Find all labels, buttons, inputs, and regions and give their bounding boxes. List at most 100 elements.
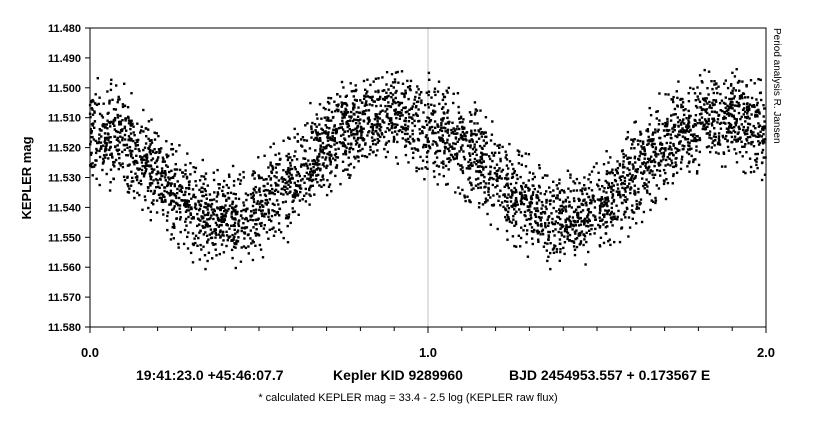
data-point [227, 235, 231, 239]
data-point [754, 152, 757, 156]
data-point [597, 178, 601, 182]
data-point [616, 183, 619, 186]
data-point [590, 201, 593, 205]
data-point [231, 233, 234, 237]
data-point [197, 199, 200, 203]
data-point [191, 188, 195, 191]
data-point [687, 100, 691, 103]
data-point [337, 103, 340, 106]
data-point [549, 242, 552, 245]
data-point [440, 118, 443, 121]
data-point [372, 142, 375, 146]
data-point [493, 172, 497, 175]
data-point [536, 209, 540, 213]
data-point [366, 122, 370, 125]
data-point [252, 241, 255, 244]
data-point [383, 121, 386, 124]
data-point [608, 185, 612, 189]
data-point [629, 186, 632, 189]
data-point [473, 122, 476, 125]
data-point [350, 131, 353, 134]
data-point [678, 130, 681, 133]
data-point [488, 157, 492, 161]
data-point [263, 185, 266, 188]
data-point [164, 179, 167, 182]
data-point [503, 195, 507, 198]
data-point [475, 153, 478, 157]
data-point [698, 150, 701, 154]
data-point [151, 157, 155, 160]
data-point [357, 156, 360, 159]
data-point [180, 190, 183, 193]
data-point [149, 182, 152, 185]
data-point [208, 193, 212, 196]
data-point [309, 173, 313, 176]
data-point [262, 227, 266, 230]
data-point [615, 217, 618, 221]
data-point [137, 181, 141, 185]
data-point [507, 186, 510, 190]
data-point [718, 102, 722, 105]
data-point [309, 101, 312, 105]
data-point [216, 191, 219, 194]
data-point [403, 119, 406, 122]
data-point [337, 147, 340, 150]
data-point [361, 130, 364, 134]
data-point [289, 221, 292, 225]
data-point [471, 147, 475, 151]
data-point [682, 118, 685, 121]
data-point [267, 218, 271, 221]
data-point [725, 109, 728, 112]
data-point [550, 221, 554, 224]
data-point [750, 113, 753, 116]
data-point [121, 103, 125, 106]
data-point [552, 189, 555, 192]
data-point [322, 178, 325, 181]
data-point [706, 111, 709, 115]
data-point [482, 132, 485, 135]
data-point [184, 169, 187, 172]
data-point [350, 143, 353, 146]
data-point [251, 195, 255, 199]
data-point [384, 96, 387, 99]
data-point [733, 104, 737, 107]
data-point [212, 213, 215, 216]
data-point [461, 125, 464, 129]
data-point [704, 110, 707, 113]
data-point [576, 219, 579, 223]
data-point [300, 138, 303, 141]
data-point [426, 151, 429, 154]
data-point [680, 161, 683, 164]
data-point [132, 160, 135, 164]
data-point [488, 178, 491, 181]
data-point [696, 135, 699, 138]
data-point [446, 157, 449, 160]
data-point [604, 221, 607, 224]
data-point [755, 157, 759, 160]
data-point [368, 103, 371, 106]
data-point [205, 221, 208, 225]
data-point [364, 143, 367, 146]
data-point [676, 96, 679, 100]
data-point [202, 233, 205, 236]
data-point [746, 128, 749, 132]
data-point [258, 202, 261, 206]
data-point [96, 141, 99, 145]
data-point [257, 156, 260, 159]
data-point [741, 145, 744, 148]
data-point [580, 190, 584, 193]
data-point [536, 223, 540, 227]
data-point [651, 200, 655, 203]
data-point [156, 165, 159, 168]
data-point [544, 205, 547, 208]
data-point [167, 192, 170, 195]
data-point [720, 165, 724, 168]
data-point [720, 99, 724, 102]
data-point [266, 189, 269, 192]
data-point [328, 127, 331, 130]
data-point [458, 150, 461, 153]
data-point [172, 200, 176, 203]
data-point [178, 189, 181, 192]
data-point [490, 151, 494, 155]
data-point [461, 120, 464, 124]
